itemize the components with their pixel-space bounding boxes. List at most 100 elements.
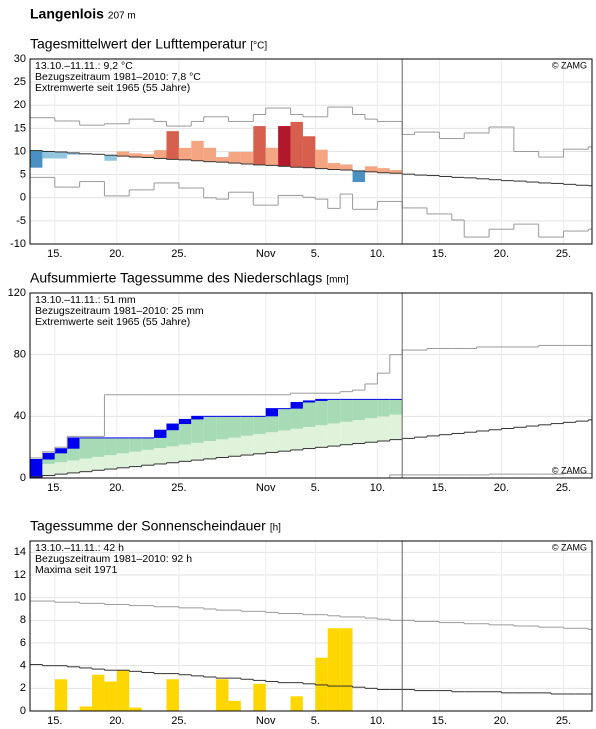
band-area bbox=[240, 435, 254, 456]
y-tick-label: 14 bbox=[14, 546, 26, 558]
observed-area bbox=[92, 437, 105, 457]
anomaly-bar bbox=[290, 121, 303, 168]
y-tick-label: 4 bbox=[20, 660, 26, 672]
y-tick-label: 0 bbox=[20, 472, 26, 484]
daily-increment bbox=[54, 448, 68, 454]
annotation: Bezugszeitraum 1981–2010: 7,8 °C bbox=[35, 71, 201, 83]
anomaly-bar bbox=[240, 151, 254, 164]
annotation: Extremwerte seit 1965 (55 Jahre) bbox=[35, 316, 190, 328]
annotation: 13.10.–11.11.: 51 mm bbox=[35, 294, 136, 306]
plot-frame bbox=[29, 58, 593, 245]
x-tick-label: 15. bbox=[432, 715, 447, 727]
x-tick-label: 25. bbox=[171, 715, 186, 727]
x-tick-label: 15. bbox=[432, 248, 447, 260]
y-tick-label: -5 bbox=[16, 215, 26, 227]
anomaly-bar bbox=[340, 164, 353, 170]
bar bbox=[129, 707, 142, 711]
bar bbox=[166, 679, 179, 711]
x-tick-label: 25. bbox=[171, 248, 186, 260]
x-tick-label: 5. bbox=[311, 715, 320, 727]
credit: © ZAMG bbox=[552, 465, 587, 475]
band-area bbox=[79, 458, 93, 472]
bar bbox=[116, 670, 130, 711]
anomaly-bar bbox=[129, 153, 142, 158]
observed-area bbox=[278, 408, 291, 431]
band-area bbox=[265, 432, 279, 453]
band-area bbox=[178, 444, 192, 462]
credit: © ZAMG bbox=[552, 60, 587, 70]
x-tick-label: 20. bbox=[494, 715, 509, 727]
annotation: Bezugszeitraum 1981–2010: 92 h bbox=[35, 553, 192, 565]
observed-area bbox=[315, 399, 328, 426]
anomaly-bar bbox=[352, 170, 365, 183]
bar bbox=[253, 683, 266, 711]
daily-increment bbox=[42, 453, 55, 460]
anomaly-bar bbox=[364, 166, 378, 172]
band-area bbox=[352, 420, 365, 444]
y-tick-label: 2 bbox=[20, 682, 26, 694]
daily-increment bbox=[290, 402, 303, 409]
y-tick-label: 40 bbox=[14, 410, 26, 422]
bar bbox=[54, 679, 68, 711]
bar bbox=[216, 679, 229, 711]
observed-area bbox=[104, 437, 117, 456]
band-area bbox=[203, 441, 217, 459]
anomaly-bar bbox=[228, 151, 241, 164]
x-tick-label: 5. bbox=[311, 482, 320, 494]
y-tick-label: 0 bbox=[20, 705, 26, 717]
observed-area bbox=[178, 419, 192, 445]
chart-title: Tagessumme der Sonnenscheindauer bbox=[30, 518, 266, 534]
x-tick-label: 20. bbox=[494, 248, 509, 260]
band-area bbox=[42, 463, 55, 476]
bar bbox=[92, 674, 105, 711]
observed-area bbox=[79, 437, 93, 459]
daily-increment bbox=[166, 424, 179, 431]
chart-title: Tagesmittelwert der Lufttemperatur bbox=[30, 36, 247, 52]
plot-frame bbox=[29, 540, 593, 712]
x-tick-label: 25. bbox=[556, 248, 571, 260]
x-tick-label: 20. bbox=[109, 248, 124, 260]
x-tick-label: 25. bbox=[556, 715, 571, 727]
x-tick-label: 20. bbox=[109, 482, 124, 494]
x-tick-label: 15. bbox=[47, 715, 62, 727]
observed-area bbox=[253, 416, 266, 435]
bar bbox=[315, 657, 328, 711]
anomaly-bar bbox=[67, 152, 80, 155]
x-tick-label: 10. bbox=[370, 482, 385, 494]
anomaly-bar bbox=[104, 155, 117, 161]
x-tick-label: Nov bbox=[256, 482, 276, 494]
anomaly-bar bbox=[178, 147, 192, 160]
band-area bbox=[67, 460, 80, 473]
band-area bbox=[92, 456, 105, 471]
band-area bbox=[216, 439, 229, 458]
y-tick-label: 120 bbox=[8, 287, 26, 299]
anomaly-bar bbox=[166, 131, 179, 160]
daily-increment bbox=[67, 437, 80, 449]
band-area bbox=[166, 446, 179, 463]
x-tick-label: 10. bbox=[370, 715, 385, 727]
plot-frame bbox=[29, 292, 593, 479]
bar bbox=[327, 628, 341, 711]
annotation: 13.10.–11.11.: 9,2 °C bbox=[35, 60, 133, 72]
daily-increment bbox=[30, 459, 43, 478]
annotation: Extremwerte seit 1965 (55 Jahre) bbox=[35, 82, 190, 94]
anomaly-bar bbox=[389, 170, 403, 174]
observed-area bbox=[240, 416, 254, 436]
observed-area bbox=[203, 416, 217, 441]
x-tick-label: 20. bbox=[109, 715, 124, 727]
x-tick-label: 10. bbox=[370, 248, 385, 260]
anomaly-bar bbox=[278, 126, 291, 167]
annotation: 13.10.–11.11.: 42 h bbox=[35, 542, 124, 554]
band-area bbox=[364, 418, 378, 443]
band-area bbox=[389, 414, 403, 440]
observed-area bbox=[191, 416, 204, 443]
y-tick-label: 6 bbox=[20, 637, 26, 649]
daily-increment bbox=[154, 430, 167, 438]
bar bbox=[340, 628, 353, 711]
y-tick-label: 25 bbox=[14, 76, 26, 88]
chart-title: Aufsummierte Tagessumme des Niederschlag… bbox=[30, 270, 322, 286]
station-name: Langenlois bbox=[30, 6, 104, 22]
band-area bbox=[302, 426, 316, 449]
